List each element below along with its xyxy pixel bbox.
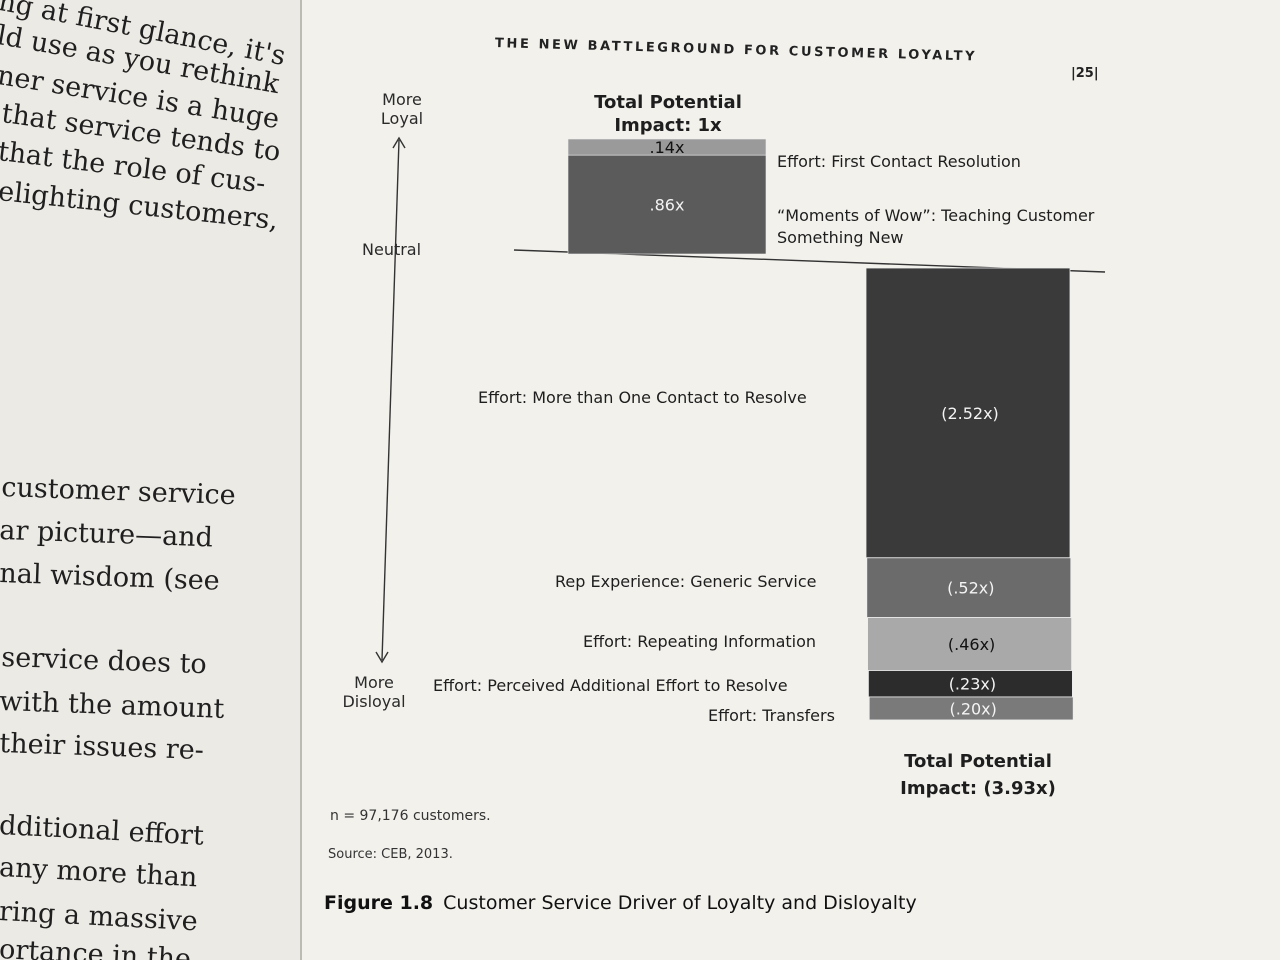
axis-middle-label: Neutral <box>362 240 422 259</box>
figure-caption: Figure 1.8 Customer Service Driver of Loy… <box>324 892 917 914</box>
up-arrow-icon <box>392 136 406 149</box>
loyalty-bar-segment <box>567 138 767 156</box>
loyalty-axis-line <box>381 139 400 661</box>
down-arrow-icon <box>375 651 389 664</box>
disloyalty-bar-value-label: (.23x) <box>949 675 996 694</box>
disloyalty-bar-segment <box>866 557 1072 618</box>
segment-name-first-contact: Effort: First Contact Resolution <box>777 152 1021 171</box>
segment-name-generic-service: Rep Experience: Generic Service <box>555 572 817 591</box>
disloyalty-bar-value-label: (.20x) <box>949 699 996 718</box>
right-page <box>302 0 1280 960</box>
loyalty-bar-value-label: .86x <box>650 196 685 215</box>
figure-label: Figure 1.8 <box>324 892 434 914</box>
axis-top-label: More Loyal <box>380 90 424 128</box>
axis-bottom-label: More Disloyal <box>342 673 406 711</box>
loyalty-bar-segment <box>567 154 767 255</box>
disloyalty-bar-value-label: (.52x) <box>947 579 994 598</box>
disloyalty-bar-segment <box>867 617 1072 671</box>
page-number: |25| <box>1071 66 1099 81</box>
loyalty-total-label: Total Potential Impact: 1x <box>594 92 742 136</box>
segment-name-moments-of-wow: “Moments of Wow”: Teaching Customer Some… <box>777 206 1095 247</box>
source-note: Source: CEB, 2013. <box>328 847 453 862</box>
disloyalty-bar-segment <box>865 267 1071 559</box>
disloyalty-bar-segment <box>868 696 1074 721</box>
figure-title: Customer Service Driver of Loyalty and D… <box>443 892 917 914</box>
segment-name-perceived-effort: Effort: Perceived Additional Effort to R… <box>433 676 788 695</box>
segment-name-repeating-information: Effort: Repeating Information <box>583 632 817 651</box>
left-page: ng at first glance, it's ld use as you r… <box>0 0 302 960</box>
disloyalty-bar-value-label: (2.52x) <box>941 404 999 423</box>
segment-name-more-than-one-contact: Effort: More than One Contact to Resolve <box>478 388 807 407</box>
disloyalty-total-label: Total Potential Impact: (3.93x) <box>900 751 1056 799</box>
segment-name-transfers: Effort: Transfers <box>708 706 835 725</box>
disloyalty-bar-segment <box>868 670 1073 698</box>
disloyalty-bar-value-label: (.46x) <box>948 635 995 654</box>
sample-size-note: n = 97,176 customers. <box>330 808 491 824</box>
loyalty-bar-value-label: .14x <box>650 138 685 157</box>
